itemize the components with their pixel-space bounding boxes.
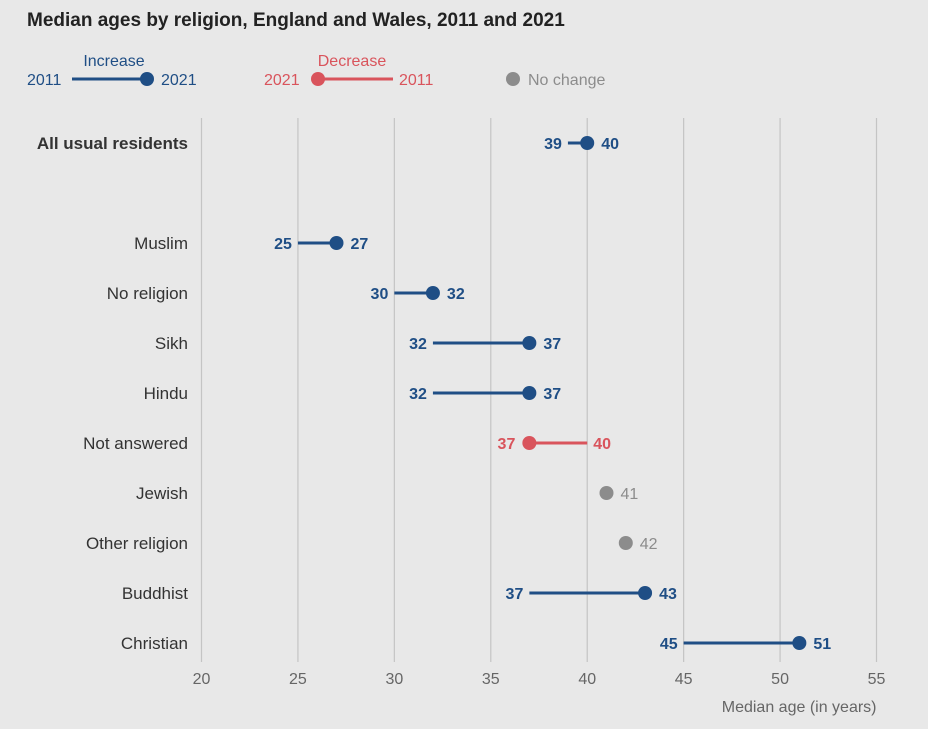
value-label-2011-no-religion: 30 (371, 286, 389, 303)
category-label-buddhist: Buddhist (122, 584, 188, 603)
x-tick-label: 50 (771, 671, 789, 688)
chart-title: Median ages by religion, England and Wal… (27, 10, 565, 31)
dot-2021-not-answered (522, 436, 537, 450)
value-label-other-religion: 42 (640, 536, 658, 553)
dot-2021-hindu (522, 386, 537, 400)
value-label-2021-hindu: 37 (543, 386, 561, 403)
value-label-2011-muslim: 25 (274, 236, 292, 253)
legend-increase-title: Increase (83, 53, 144, 70)
x-axis-label: Median age (in years) (722, 699, 877, 716)
legend-no-change-dot (506, 72, 520, 86)
dot-2021-jewish (599, 486, 614, 500)
category-label-christian: Christian (121, 634, 188, 653)
value-label-2011-hindu: 32 (409, 386, 427, 403)
value-label-2021-muslim: 27 (351, 236, 369, 253)
x-tick-label: 20 (193, 671, 211, 688)
category-label-not-answered: Not answered (83, 434, 188, 453)
value-label-2011-sikh: 32 (409, 336, 427, 353)
legend-increase-start-label: 2011 (27, 72, 62, 89)
value-label-2021-buddhist: 43 (659, 586, 677, 603)
x-tick-label: 35 (482, 671, 500, 688)
dot-2021-no-religion (425, 286, 440, 300)
x-tick-label: 40 (578, 671, 596, 688)
value-label-2021-all-usual-residents: 40 (601, 136, 619, 153)
legend-decrease-dot (311, 72, 325, 86)
dot-2021-sikh (522, 336, 537, 350)
category-label-no-religion: No religion (107, 284, 188, 303)
value-label-2011-not-answered: 40 (593, 436, 611, 453)
legend-decrease-title: Decrease (318, 53, 387, 70)
category-label-other-religion: Other religion (86, 534, 188, 553)
dot-2021-all-usual-residents (580, 136, 595, 150)
x-tick-label: 55 (868, 671, 886, 688)
dot-2021-christian (792, 636, 807, 650)
legend-no-change-label: No change (528, 72, 605, 89)
value-label-2021-christian: 51 (813, 636, 831, 653)
dot-2021-buddhist (638, 586, 653, 600)
legend-decrease-end-label: 2011 (399, 72, 434, 89)
category-label-jewish: Jewish (136, 484, 188, 503)
value-label-jewish: 41 (621, 486, 639, 503)
category-label-hindu: Hindu (144, 384, 188, 403)
category-label-sikh: Sikh (155, 334, 188, 353)
value-label-2021-not-answered: 37 (498, 436, 516, 453)
x-tick-label: 30 (385, 671, 403, 688)
value-label-2011-christian: 45 (660, 636, 678, 653)
x-tick-label: 25 (289, 671, 307, 688)
legend-increase-end-label: 2021 (161, 72, 197, 89)
dot-2021-other-religion (618, 536, 633, 550)
value-label-2021-no-religion: 32 (447, 286, 465, 303)
category-label-all-usual-residents: All usual residents (37, 134, 188, 153)
value-label-2011-buddhist: 37 (506, 586, 524, 603)
value-label-2021-sikh: 37 (543, 336, 561, 353)
category-label-muslim: Muslim (134, 234, 188, 253)
legend-decrease-start-label: 2021 (264, 72, 300, 89)
dot-2021-muslim (329, 236, 344, 250)
x-tick-label: 45 (675, 671, 693, 688)
legend-increase-dot (140, 72, 154, 86)
value-label-2011-all-usual-residents: 39 (544, 136, 562, 153)
